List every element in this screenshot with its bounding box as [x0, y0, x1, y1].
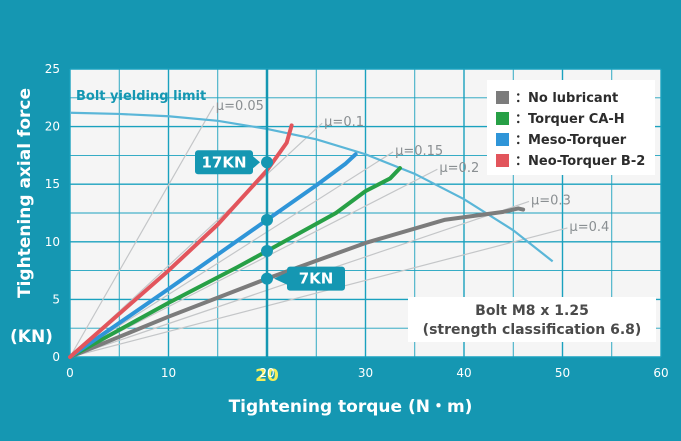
callout-box [195, 150, 253, 175]
callout-pointer [253, 156, 260, 169]
series-line [68, 166, 402, 359]
x-tick-label: 40 [456, 366, 471, 380]
legend-label: ：Meso-Torquer [515, 133, 627, 148]
callout-box [287, 266, 345, 291]
info-line: Bolt M8 x 1.25 [475, 303, 589, 319]
mu-line [69, 105, 215, 358]
mu-line [69, 168, 438, 358]
legend-swatch [496, 133, 509, 146]
mu-line [69, 151, 394, 358]
y-axis-title: Tightening axial force [15, 88, 35, 298]
mu-label: μ=0.2 [439, 161, 479, 176]
x-tick-label: 60 [653, 366, 668, 380]
y-tick-label: 5 [52, 292, 60, 306]
x-tick-label: 0 [66, 366, 74, 380]
series-line [68, 123, 294, 359]
mu-label: μ=0.1 [324, 115, 364, 130]
yield-limit-label: Bolt yielding limit [76, 89, 206, 104]
yield-limit-curve [69, 111, 554, 263]
x-tick-label: 20 [259, 366, 274, 380]
x-axis-title: Tightening torque (N・m) [229, 397, 473, 417]
callout: 17KN [195, 150, 260, 175]
y-tick-label: 10 [45, 235, 60, 249]
mu-label: μ=0.15 [395, 144, 443, 159]
marker-point [261, 272, 273, 285]
legend-swatch [496, 112, 509, 125]
info-box [408, 297, 656, 342]
y-tick-label: 0 [52, 350, 60, 364]
marker-x-label: 20 [255, 366, 279, 386]
marker-point [261, 213, 273, 226]
y-tick-label: 15 [45, 177, 60, 191]
series-line [68, 206, 526, 359]
legend-label: ：Torquer CA-H [515, 112, 625, 127]
y-axis-unit: (KN) [10, 327, 53, 347]
x-tick-label: 50 [555, 366, 570, 380]
mu-line [69, 227, 568, 358]
legend-box [487, 80, 655, 175]
y-tick-label: 20 [45, 120, 60, 134]
callout-label: 7KN [299, 270, 334, 288]
mu-label: μ=0.4 [569, 220, 609, 235]
callout-label: 17KN [201, 153, 246, 171]
mu-label: μ=0.3 [531, 193, 571, 208]
legend-label: ：No lubricant [515, 91, 618, 106]
legend-swatch [496, 91, 509, 104]
info-line: (strength classification 6.8) [423, 322, 642, 338]
marker-point [261, 245, 273, 258]
series-line [68, 152, 358, 359]
legend-label: ：Neo-Torquer B-2 [515, 154, 645, 169]
mu-label: μ=0.05 [216, 99, 264, 114]
legend-swatch [496, 154, 509, 167]
callout: 7KN [274, 266, 345, 291]
callout-pointer [274, 272, 287, 285]
y-tick-label: 25 [45, 62, 60, 76]
x-tick-label: 10 [161, 366, 176, 380]
x-tick-label: 30 [358, 366, 373, 380]
marker-point [261, 156, 273, 169]
